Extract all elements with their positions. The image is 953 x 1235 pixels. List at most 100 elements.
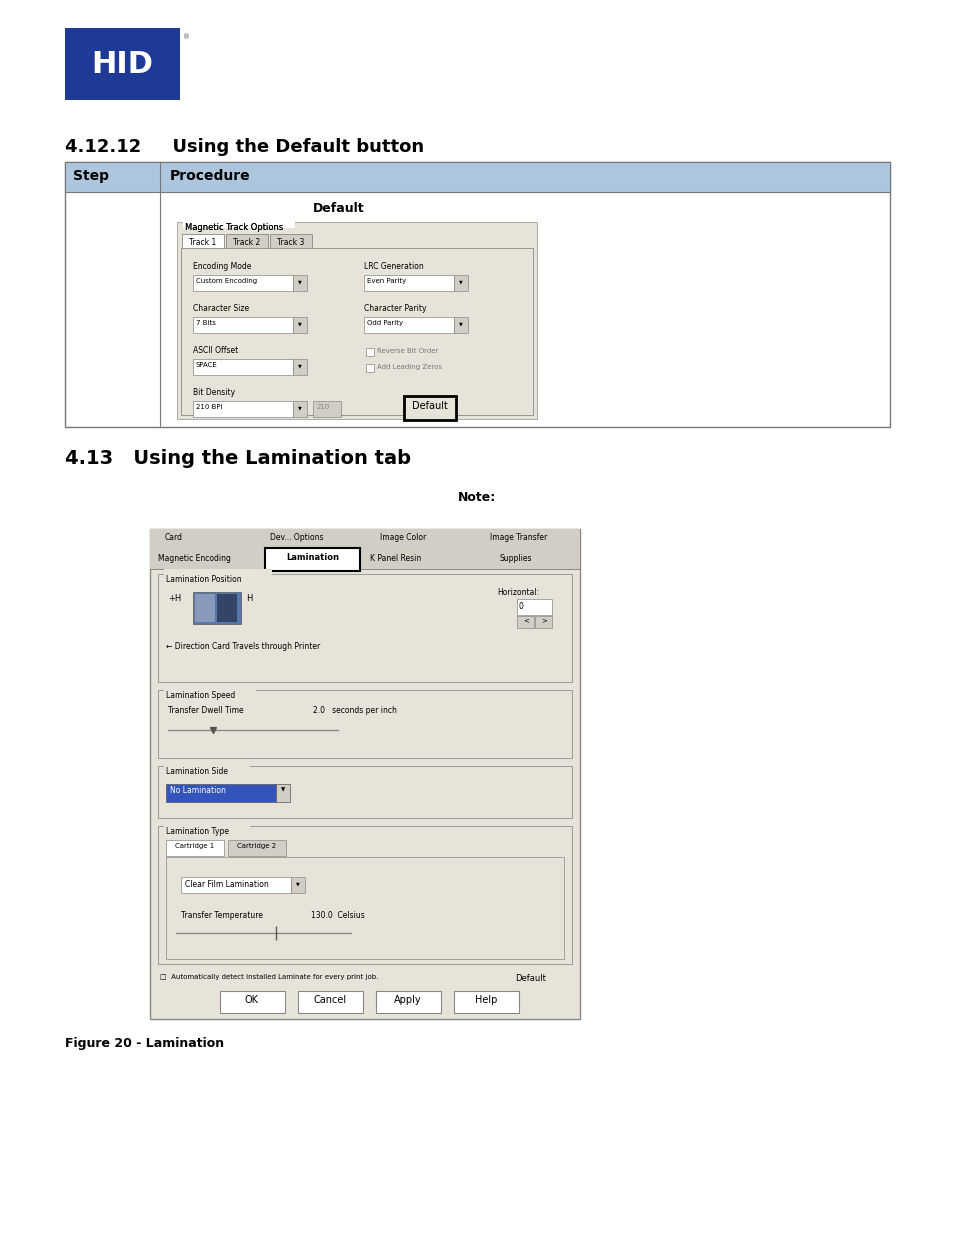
Bar [166,784,275,802]
Text: Default: Default [412,401,448,411]
Text: Apply: Apply [394,995,421,1005]
Bar [275,784,290,802]
Bar [177,222,537,419]
Bar [181,248,533,415]
Text: 4.12.12     Using the Default button: 4.12.12 Using the Default button [65,138,424,156]
Text: Reverse Bit Order: Reverse Bit Order [376,348,438,354]
Bar [293,359,307,375]
Text: 4.13   Using the Lamination tab: 4.13 Using the Lamination tab [65,450,411,468]
Bar [164,821,251,831]
Bar [517,616,534,629]
Text: Track 1: Track 1 [190,238,216,247]
Bar [454,275,468,291]
Bar [164,569,273,579]
Bar [535,616,552,629]
Text: Default: Default [515,974,545,983]
Bar [265,548,359,571]
Text: ← Direction Card Travels through Printer: ← Direction Card Travels through Printer [166,642,320,651]
Text: Supplies: Supplies [499,555,532,563]
Text: ▼: ▼ [280,787,285,792]
Text: Lamination Type: Lamination Type [166,827,229,836]
Bar [293,401,307,417]
Text: Lamination Position: Lamination Position [166,576,241,584]
Bar [158,574,572,682]
Text: K Panel Resin: K Panel Resin [370,555,421,563]
Bar [454,990,518,1013]
Text: Lamination Side: Lamination Side [166,767,228,776]
Text: HID: HID [91,49,153,79]
Text: 7 Bits: 7 Bits [195,320,215,326]
Text: Cartridge 1: Cartridge 1 [175,844,214,848]
Text: Step: Step [73,169,109,183]
Bar [181,877,291,893]
Text: 2.0   seconds per inch: 2.0 seconds per inch [313,706,396,715]
Bar [183,219,294,228]
Bar [297,990,363,1013]
Text: Track 3: Track 3 [277,238,304,247]
Bar [375,990,440,1013]
Bar [364,317,454,333]
Bar [216,594,236,622]
Text: Cartridge 2: Cartridge 2 [237,844,276,848]
Text: OK: OK [245,995,258,1005]
Bar [270,233,312,249]
Text: Cancel: Cancel [314,995,346,1005]
Bar [65,162,889,427]
Text: Note:: Note: [457,492,496,504]
Bar [150,550,579,569]
Bar [454,317,468,333]
Text: Procedure: Procedure [170,169,251,183]
Text: 210 BPI: 210 BPI [195,404,222,410]
Text: Magnetic Track Options: Magnetic Track Options [185,224,283,232]
Bar [364,275,454,291]
Bar [194,594,214,622]
Text: Figure 20 - Lamination: Figure 20 - Lamination [65,1037,224,1050]
Text: Bit Density: Bit Density [193,388,234,396]
Text: Magnetic Track Options: Magnetic Track Options [185,224,283,232]
Bar [150,529,579,1019]
Bar [65,28,180,100]
Text: Track 2: Track 2 [233,238,260,247]
Bar [313,401,340,417]
Bar [158,766,572,818]
Text: 130.0  Celsius: 130.0 Celsius [311,911,364,920]
Text: ▼: ▼ [297,321,301,326]
Text: Add Leading Zeros: Add Leading Zeros [376,364,441,370]
Text: ▼: ▼ [458,321,462,326]
Text: □  Automatically detect installed Laminate for every print job.: □ Automatically detect installed Laminat… [160,974,378,981]
Text: Image Color: Image Color [379,534,426,542]
Text: Magnetic Encoding: Magnetic Encoding [158,555,231,563]
Text: H: H [246,594,253,603]
Bar [366,364,374,372]
Bar [220,990,285,1013]
Bar [293,275,307,291]
Bar [293,317,307,333]
Text: Horizontal:: Horizontal: [497,588,538,597]
Bar [166,857,563,960]
Text: Custom Encoding: Custom Encoding [195,278,257,284]
Bar [65,162,889,191]
Text: ®: ® [183,35,190,40]
Text: ▼: ▼ [297,279,301,284]
Text: Even Parity: Even Parity [367,278,406,284]
Text: LRC Generation: LRC Generation [364,262,423,270]
Bar [291,877,305,893]
Bar [164,761,251,771]
Text: SPACE: SPACE [195,362,217,368]
Bar [164,685,255,695]
Bar [193,275,293,291]
Text: Dev... Options: Dev... Options [270,534,323,542]
Text: ASCII Offset: ASCII Offset [193,346,238,354]
Bar [226,233,268,249]
Text: Image Transfer: Image Transfer [490,534,547,542]
Text: Transfer Dwell Time: Transfer Dwell Time [168,706,243,715]
Text: Help: Help [475,995,497,1005]
Bar [182,233,224,249]
Text: 210: 210 [316,404,330,410]
Text: 0: 0 [518,601,523,611]
Text: Card: Card [165,534,183,542]
Text: Odd Parity: Odd Parity [367,320,403,326]
Bar [517,599,552,615]
Text: ▼: ▼ [297,405,301,410]
Text: Lamination Speed: Lamination Speed [166,692,235,700]
